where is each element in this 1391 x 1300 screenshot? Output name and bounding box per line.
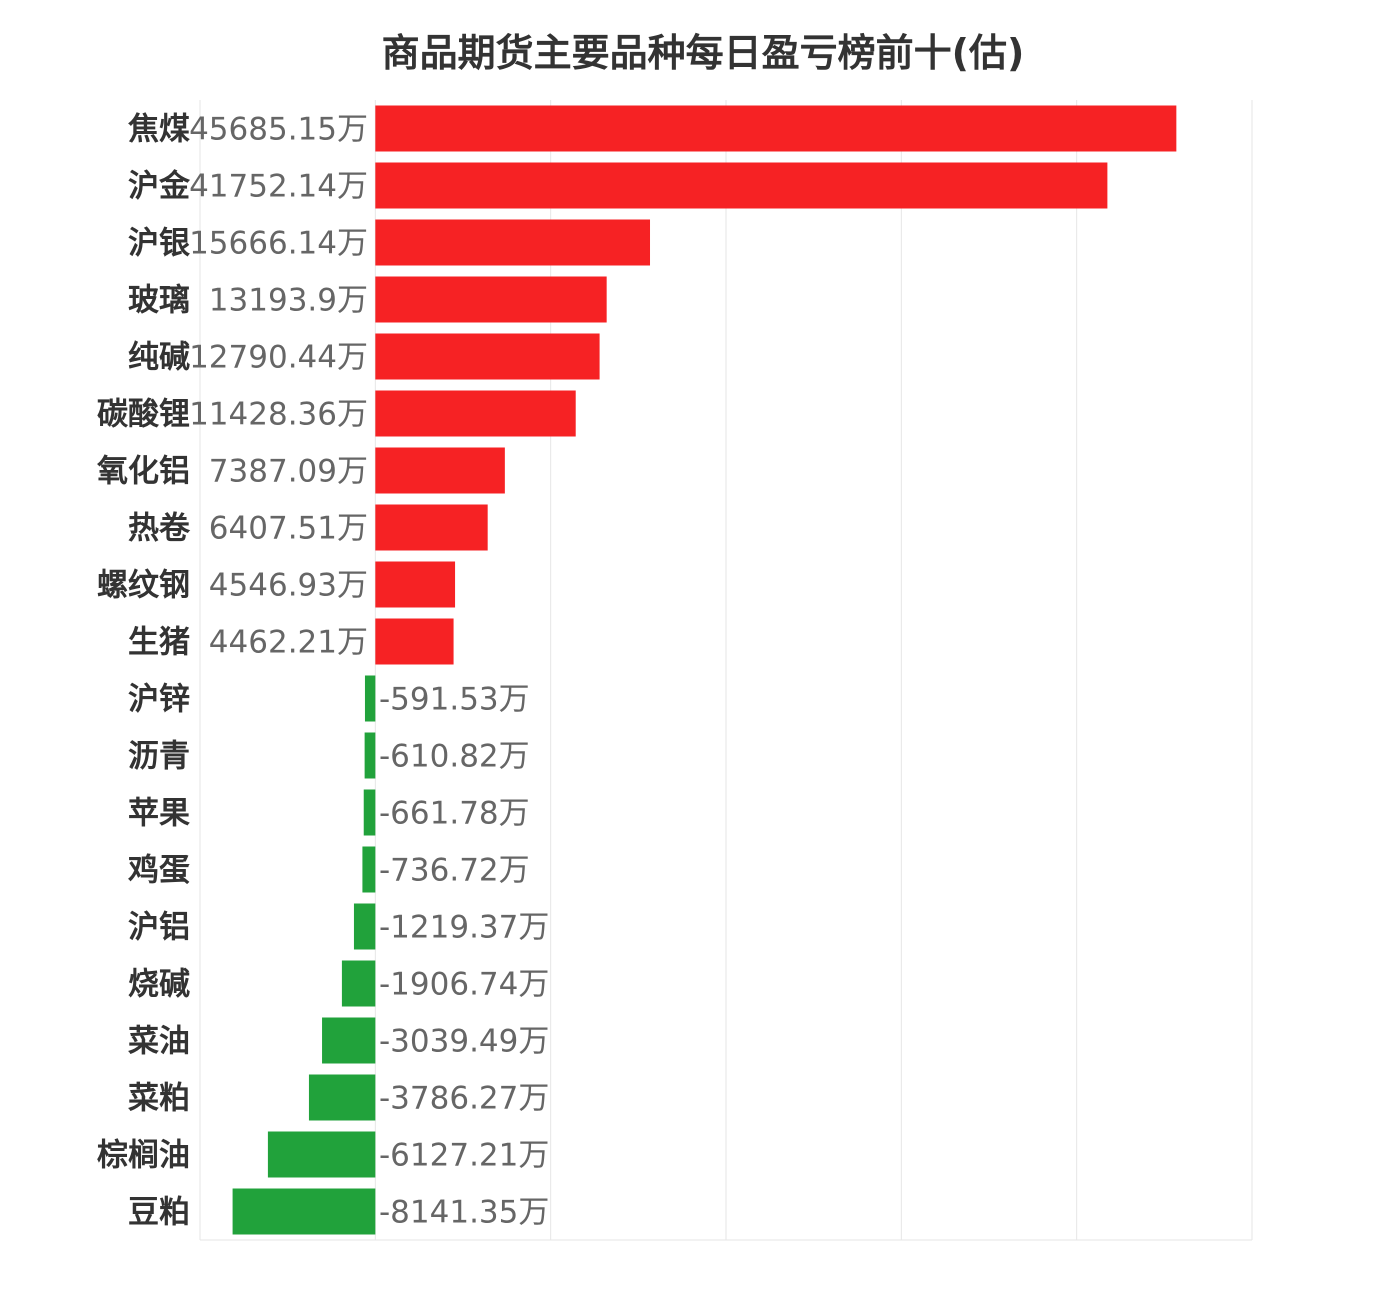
data-label: 7387.09万: [209, 454, 368, 490]
bar: [375, 276, 607, 323]
bar: [375, 618, 454, 665]
data-label: 13193.9万: [209, 283, 368, 319]
bar: [375, 561, 456, 608]
bar: [363, 789, 376, 836]
data-label: 45685.15万: [189, 112, 368, 148]
bar: [308, 1074, 376, 1121]
data-label: 4462.21万: [209, 625, 368, 661]
category-label: 热卷: [128, 511, 191, 547]
chart-title: 商品期货主要品种每日盈亏榜前十(估): [381, 31, 1025, 75]
category-label: 菜油: [128, 1024, 190, 1060]
bar: [341, 960, 376, 1007]
bar: [375, 219, 651, 266]
bar: [322, 1017, 376, 1064]
category-label: 沪铝: [128, 910, 190, 946]
data-label: -3039.49万: [379, 1024, 549, 1060]
data-label: -661.78万: [379, 796, 530, 832]
bar: [375, 162, 1108, 209]
category-label: 纯碱: [128, 340, 190, 376]
category-label: 玻璃: [128, 283, 190, 319]
category-label: 螺纹钢: [97, 568, 190, 604]
bar: [364, 732, 376, 779]
category-label: 苹果: [128, 796, 190, 832]
data-label: 15666.14万: [189, 226, 368, 262]
bar: [375, 447, 505, 494]
data-label: -8141.35万: [379, 1195, 549, 1231]
category-label: 沥青: [128, 739, 190, 775]
data-label: 6407.51万: [209, 511, 368, 547]
data-label: 11428.36万: [189, 397, 368, 433]
category-label: 沪金: [128, 169, 191, 205]
category-label: 棕榈油: [97, 1138, 190, 1174]
category-label: 碳酸锂: [97, 397, 190, 433]
bar: [364, 675, 376, 722]
bar: [375, 390, 576, 437]
data-label: -1219.37万: [379, 910, 549, 946]
data-label: 4546.93万: [209, 568, 368, 604]
data-label: 41752.14万: [189, 169, 368, 205]
data-label: 12790.44万: [189, 340, 368, 376]
category-label: 菜粕: [128, 1081, 190, 1117]
bar: [375, 504, 488, 551]
bar: [232, 1188, 376, 1235]
category-label: 鸡蛋: [127, 853, 190, 889]
data-label: -1906.74万: [379, 967, 549, 1003]
data-label: -610.82万: [379, 739, 530, 775]
data-label: -6127.21万: [379, 1138, 549, 1174]
category-label: 生猪: [128, 625, 190, 661]
category-label: 沪银: [128, 226, 190, 262]
data-label: -3786.27万: [379, 1081, 549, 1117]
data-label: -736.72万: [379, 853, 530, 889]
bar: [353, 903, 376, 950]
category-label: 氧化铝: [97, 454, 190, 490]
bar: [375, 105, 1177, 152]
category-label: 焦煤: [128, 112, 190, 148]
category-label: 豆粕: [128, 1195, 190, 1231]
category-label: 沪锌: [128, 682, 190, 718]
bar: [267, 1131, 376, 1178]
category-label: 烧碱: [128, 967, 190, 1003]
bar: [362, 846, 376, 893]
bar: [375, 333, 600, 380]
data-label: -591.53万: [379, 682, 530, 718]
